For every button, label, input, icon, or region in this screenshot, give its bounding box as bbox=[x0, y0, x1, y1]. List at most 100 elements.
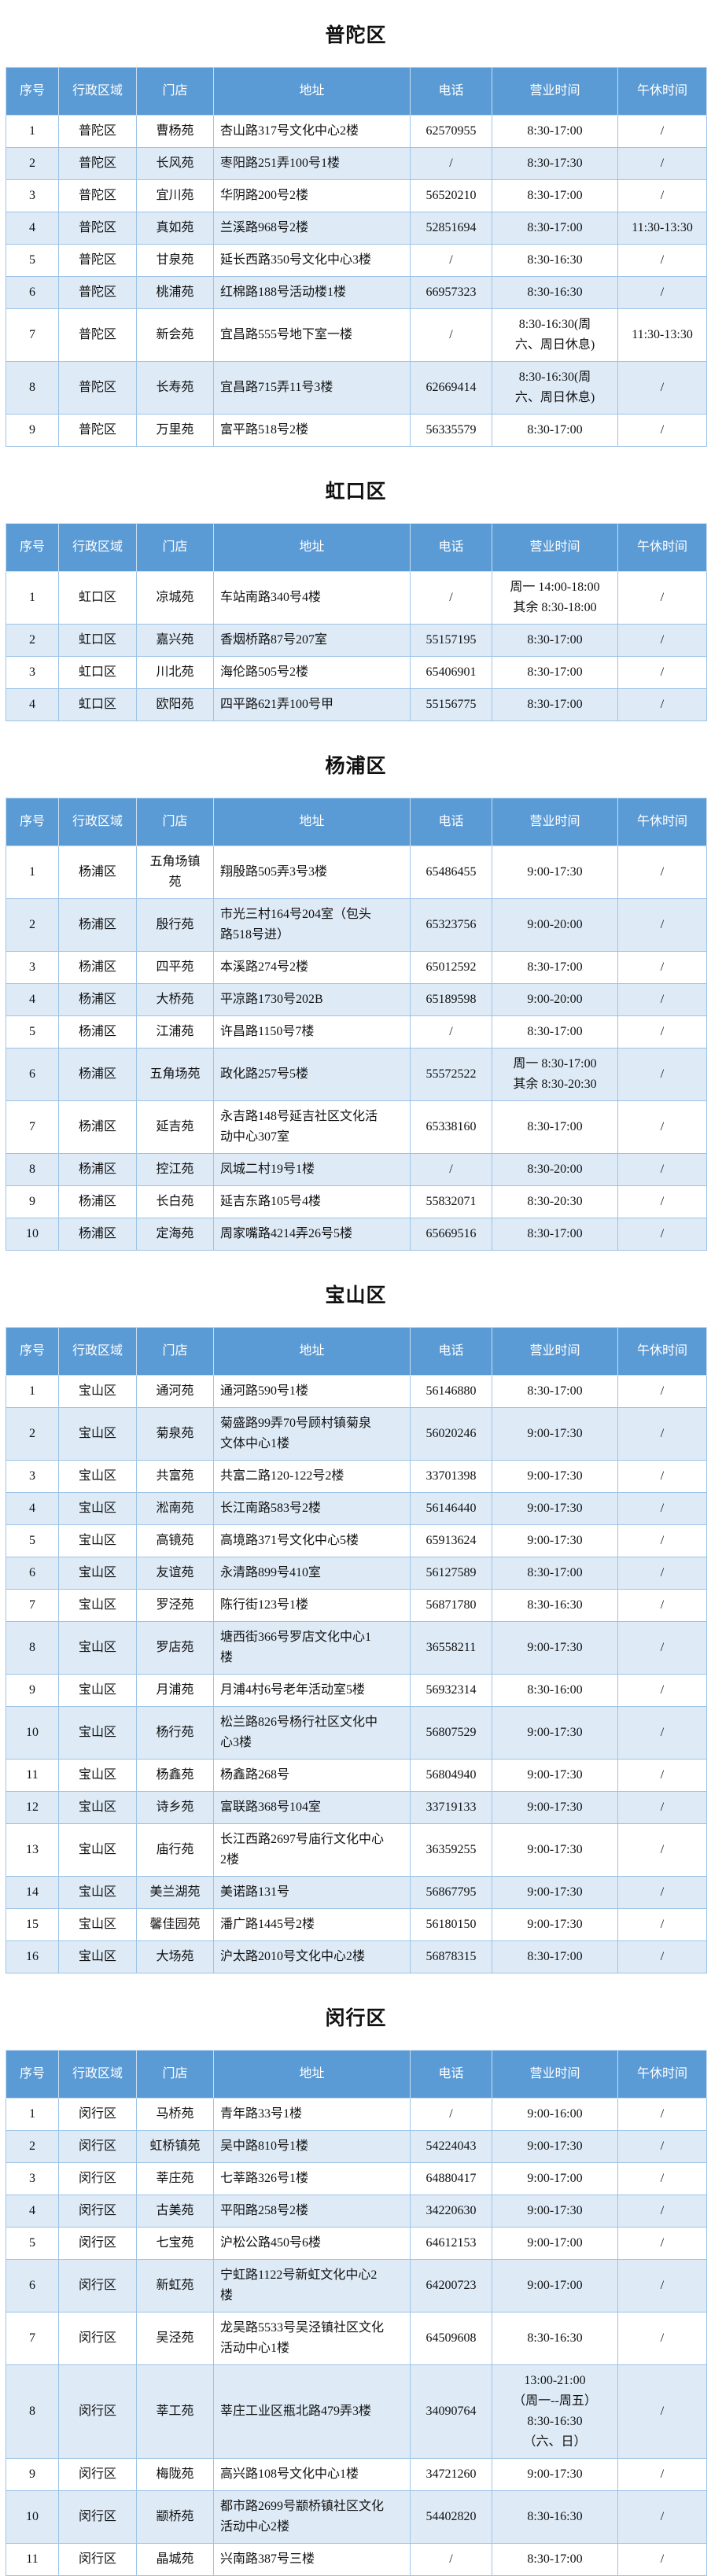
cell-phone: 65338160 bbox=[410, 1100, 492, 1154]
cell-store: 江浦苑 bbox=[136, 1015, 214, 1048]
cell-seq: 9 bbox=[6, 2458, 59, 2491]
cell-lunch-break: / bbox=[617, 951, 707, 984]
table-row: 6 普陀区 桃浦苑 红棉路188号活动楼1楼 66957323 8:30-16:30/ bbox=[6, 276, 707, 309]
cell-store: 凉城苑 bbox=[136, 571, 214, 625]
cell-phone: 66957323 bbox=[410, 276, 492, 309]
cell-address: 许昌路1150号7楼 bbox=[213, 1015, 411, 1048]
cell-lunch-break: / bbox=[617, 2312, 707, 2365]
cell-address: 香烟桥路87号207室 bbox=[213, 624, 411, 657]
cell-seq: 1 bbox=[6, 115, 59, 148]
column-header-phone: 电话 bbox=[410, 67, 492, 116]
cell-district: 宝山区 bbox=[58, 1492, 137, 1525]
cell-seq: 9 bbox=[6, 1674, 59, 1707]
table-row: 10 宝山区 杨行苑 松兰路826号杨行社区文化中 心3楼 56807529 9:00-1… bbox=[6, 1706, 707, 1760]
table-row: 3 宝山区 共富苑 共富二路120-122号2楼 33701398 9:00-17:30/ bbox=[6, 1460, 707, 1493]
cell-seq: 6 bbox=[6, 1557, 59, 1590]
cell-lunch-break: / bbox=[617, 2227, 707, 2260]
table-row: 8 宝山区 罗店苑 塘西街366号罗店文化中心1 楼 36558211 9:00-17:3… bbox=[6, 1621, 707, 1675]
table-row: 11 闵行区 晶城苑 兴南路387号三楼/8:30-17:00/ bbox=[6, 2543, 707, 2576]
cell-hours: 8:30-17:30 bbox=[492, 147, 618, 180]
cell-store: 万里苑 bbox=[136, 414, 214, 447]
cell-address: 富平路518号2楼 bbox=[213, 414, 411, 447]
table-row: 5 杨浦区 江浦苑 许昌路1150号7楼/8:30-17:00/ bbox=[6, 1015, 707, 1048]
cell-address: 都市路2699号颛桥镇社区文化 活动中心2楼 bbox=[213, 2490, 411, 2544]
cell-lunch-break: / bbox=[617, 115, 707, 148]
cell-address: 平凉路1730号202B bbox=[213, 983, 411, 1016]
cell-phone: 64880417 bbox=[410, 2162, 492, 2195]
cell-hours: 13:00-21:00 （周一--周五） 8:30-16:30 （六、日） bbox=[492, 2364, 618, 2459]
table-row: 14 宝山区 美兰湖苑 美诺路131号 56867795 9:00-17:30/ bbox=[6, 1876, 707, 1909]
district-title: 虹口区 bbox=[325, 481, 387, 503]
table-row: 2 虹口区 嘉兴苑 香烟桥路87号207室 55157195 8:30-17:00/ bbox=[6, 624, 707, 657]
cell-seq: 3 bbox=[6, 951, 59, 984]
cell-phone: 55572522 bbox=[410, 1048, 492, 1101]
table-row: 4 杨浦区 大桥苑 平凉路1730号202B 65189598 9:00-20:00/ bbox=[6, 983, 707, 1016]
cell-phone: 34090764 bbox=[410, 2364, 492, 2459]
cell-phone: 36359255 bbox=[410, 1823, 492, 1877]
cell-address: 潘广路1445号2楼 bbox=[213, 1908, 411, 1941]
cell-hours: 8:30-16:30 bbox=[492, 2490, 618, 2544]
cell-lunch-break: / bbox=[617, 898, 707, 952]
cell-phone: 34220630 bbox=[410, 2195, 492, 2228]
cell-lunch-break: / bbox=[617, 1460, 707, 1493]
cell-lunch-break: / bbox=[617, 846, 707, 899]
cell-phone: 56867795 bbox=[410, 1876, 492, 1909]
cell-address: 七莘路326号1楼 bbox=[213, 2162, 411, 2195]
cell-district: 杨浦区 bbox=[58, 1185, 137, 1218]
cell-seq: 10 bbox=[6, 2490, 59, 2544]
table-row: 10 杨浦区 定海苑 周家嘴路4214弄26号5楼 65669516 8:30-17:00… bbox=[6, 1218, 707, 1251]
cell-hours: 周一 14:00-18:00 其余 8:30-18:00 bbox=[492, 571, 618, 625]
cell-hours: 8:30-17:00 bbox=[492, 1557, 618, 1590]
cell-store: 莘工苑 bbox=[136, 2364, 214, 2459]
cell-district: 宝山区 bbox=[58, 1460, 137, 1493]
store-table: 序号 行政区域 门店 地址 电话 营业时间 午休时间 1 闵行区 马桥苑 青年路33号1楼/9:00… bbox=[6, 2050, 707, 2576]
cell-lunch-break: / bbox=[617, 414, 707, 447]
cell-seq: 2 bbox=[6, 147, 59, 180]
cell-lunch-break: 11:30-13:30 bbox=[617, 212, 707, 245]
cell-address: 龙吴路5533号吴泾镇社区文化 活动中心1楼 bbox=[213, 2312, 411, 2365]
cell-district: 闵行区 bbox=[58, 2312, 137, 2365]
cell-district: 闵行区 bbox=[58, 2130, 137, 2163]
cell-lunch-break: / bbox=[617, 1048, 707, 1101]
cell-store: 延吉苑 bbox=[136, 1100, 214, 1154]
cell-address: 平阳路258号2楼 bbox=[213, 2195, 411, 2228]
cell-hours: 9:00-17:30 bbox=[492, 2195, 618, 2228]
cell-store: 川北苑 bbox=[136, 656, 214, 689]
cell-district: 虹口区 bbox=[58, 656, 137, 689]
cell-store: 美兰湖苑 bbox=[136, 1876, 214, 1909]
cell-store: 梅陇苑 bbox=[136, 2458, 214, 2491]
cell-phone: 54224043 bbox=[410, 2130, 492, 2163]
cell-lunch-break: / bbox=[617, 2098, 707, 2131]
table-row: 11 宝山区 杨鑫苑 杨鑫路268号 56804940 9:00-17:30/ bbox=[6, 1759, 707, 1792]
cell-phone: 56020246 bbox=[410, 1407, 492, 1461]
table-row: 4 虹口区 欧阳苑 四平路621弄100号甲 55156775 8:30-17:00/ bbox=[6, 688, 707, 721]
cell-seq: 11 bbox=[6, 2543, 59, 2576]
column-header-store: 门店 bbox=[136, 67, 214, 116]
cell-seq: 8 bbox=[6, 361, 59, 415]
column-header-phone: 电话 bbox=[410, 1327, 492, 1376]
cell-lunch-break: / bbox=[617, 1524, 707, 1557]
table-row: 1 杨浦区 五角场镇 苑翔殷路505弄3号3楼 65486455 9:00-17:30/ bbox=[6, 846, 707, 899]
cell-district: 闵行区 bbox=[58, 2227, 137, 2260]
cell-phone: 33719133 bbox=[410, 1791, 492, 1824]
cell-seq: 9 bbox=[6, 1185, 59, 1218]
cell-store: 桃浦苑 bbox=[136, 276, 214, 309]
cell-lunch-break: / bbox=[617, 571, 707, 625]
cell-lunch-break: / bbox=[617, 1759, 707, 1792]
cell-lunch-break: / bbox=[617, 1375, 707, 1408]
cell-lunch-break: / bbox=[617, 1100, 707, 1154]
cell-hours: 8:30-17:00 bbox=[492, 1100, 618, 1154]
cell-address: 凤城二村19号1楼 bbox=[213, 1153, 411, 1186]
cell-seq: 7 bbox=[6, 308, 59, 362]
cell-district: 闵行区 bbox=[58, 2458, 137, 2491]
cell-district: 普陀区 bbox=[58, 212, 137, 245]
cell-district: 闵行区 bbox=[58, 2162, 137, 2195]
cell-seq: 8 bbox=[6, 1153, 59, 1186]
cell-lunch-break: / bbox=[617, 1908, 707, 1941]
cell-lunch-break: / bbox=[617, 2490, 707, 2544]
cell-seq: 6 bbox=[6, 1048, 59, 1101]
cell-address: 延吉东路105号4楼 bbox=[213, 1185, 411, 1218]
column-header-hours: 营业时间 bbox=[492, 2050, 618, 2099]
cell-hours: 8:30-16:30 bbox=[492, 2312, 618, 2365]
district-section: 杨浦区 序号 行政区域 门店 地址 电话 营业时间 午休时间 1 杨浦区 五角场镇 苑翔殷路505弄… bbox=[0, 731, 711, 1251]
